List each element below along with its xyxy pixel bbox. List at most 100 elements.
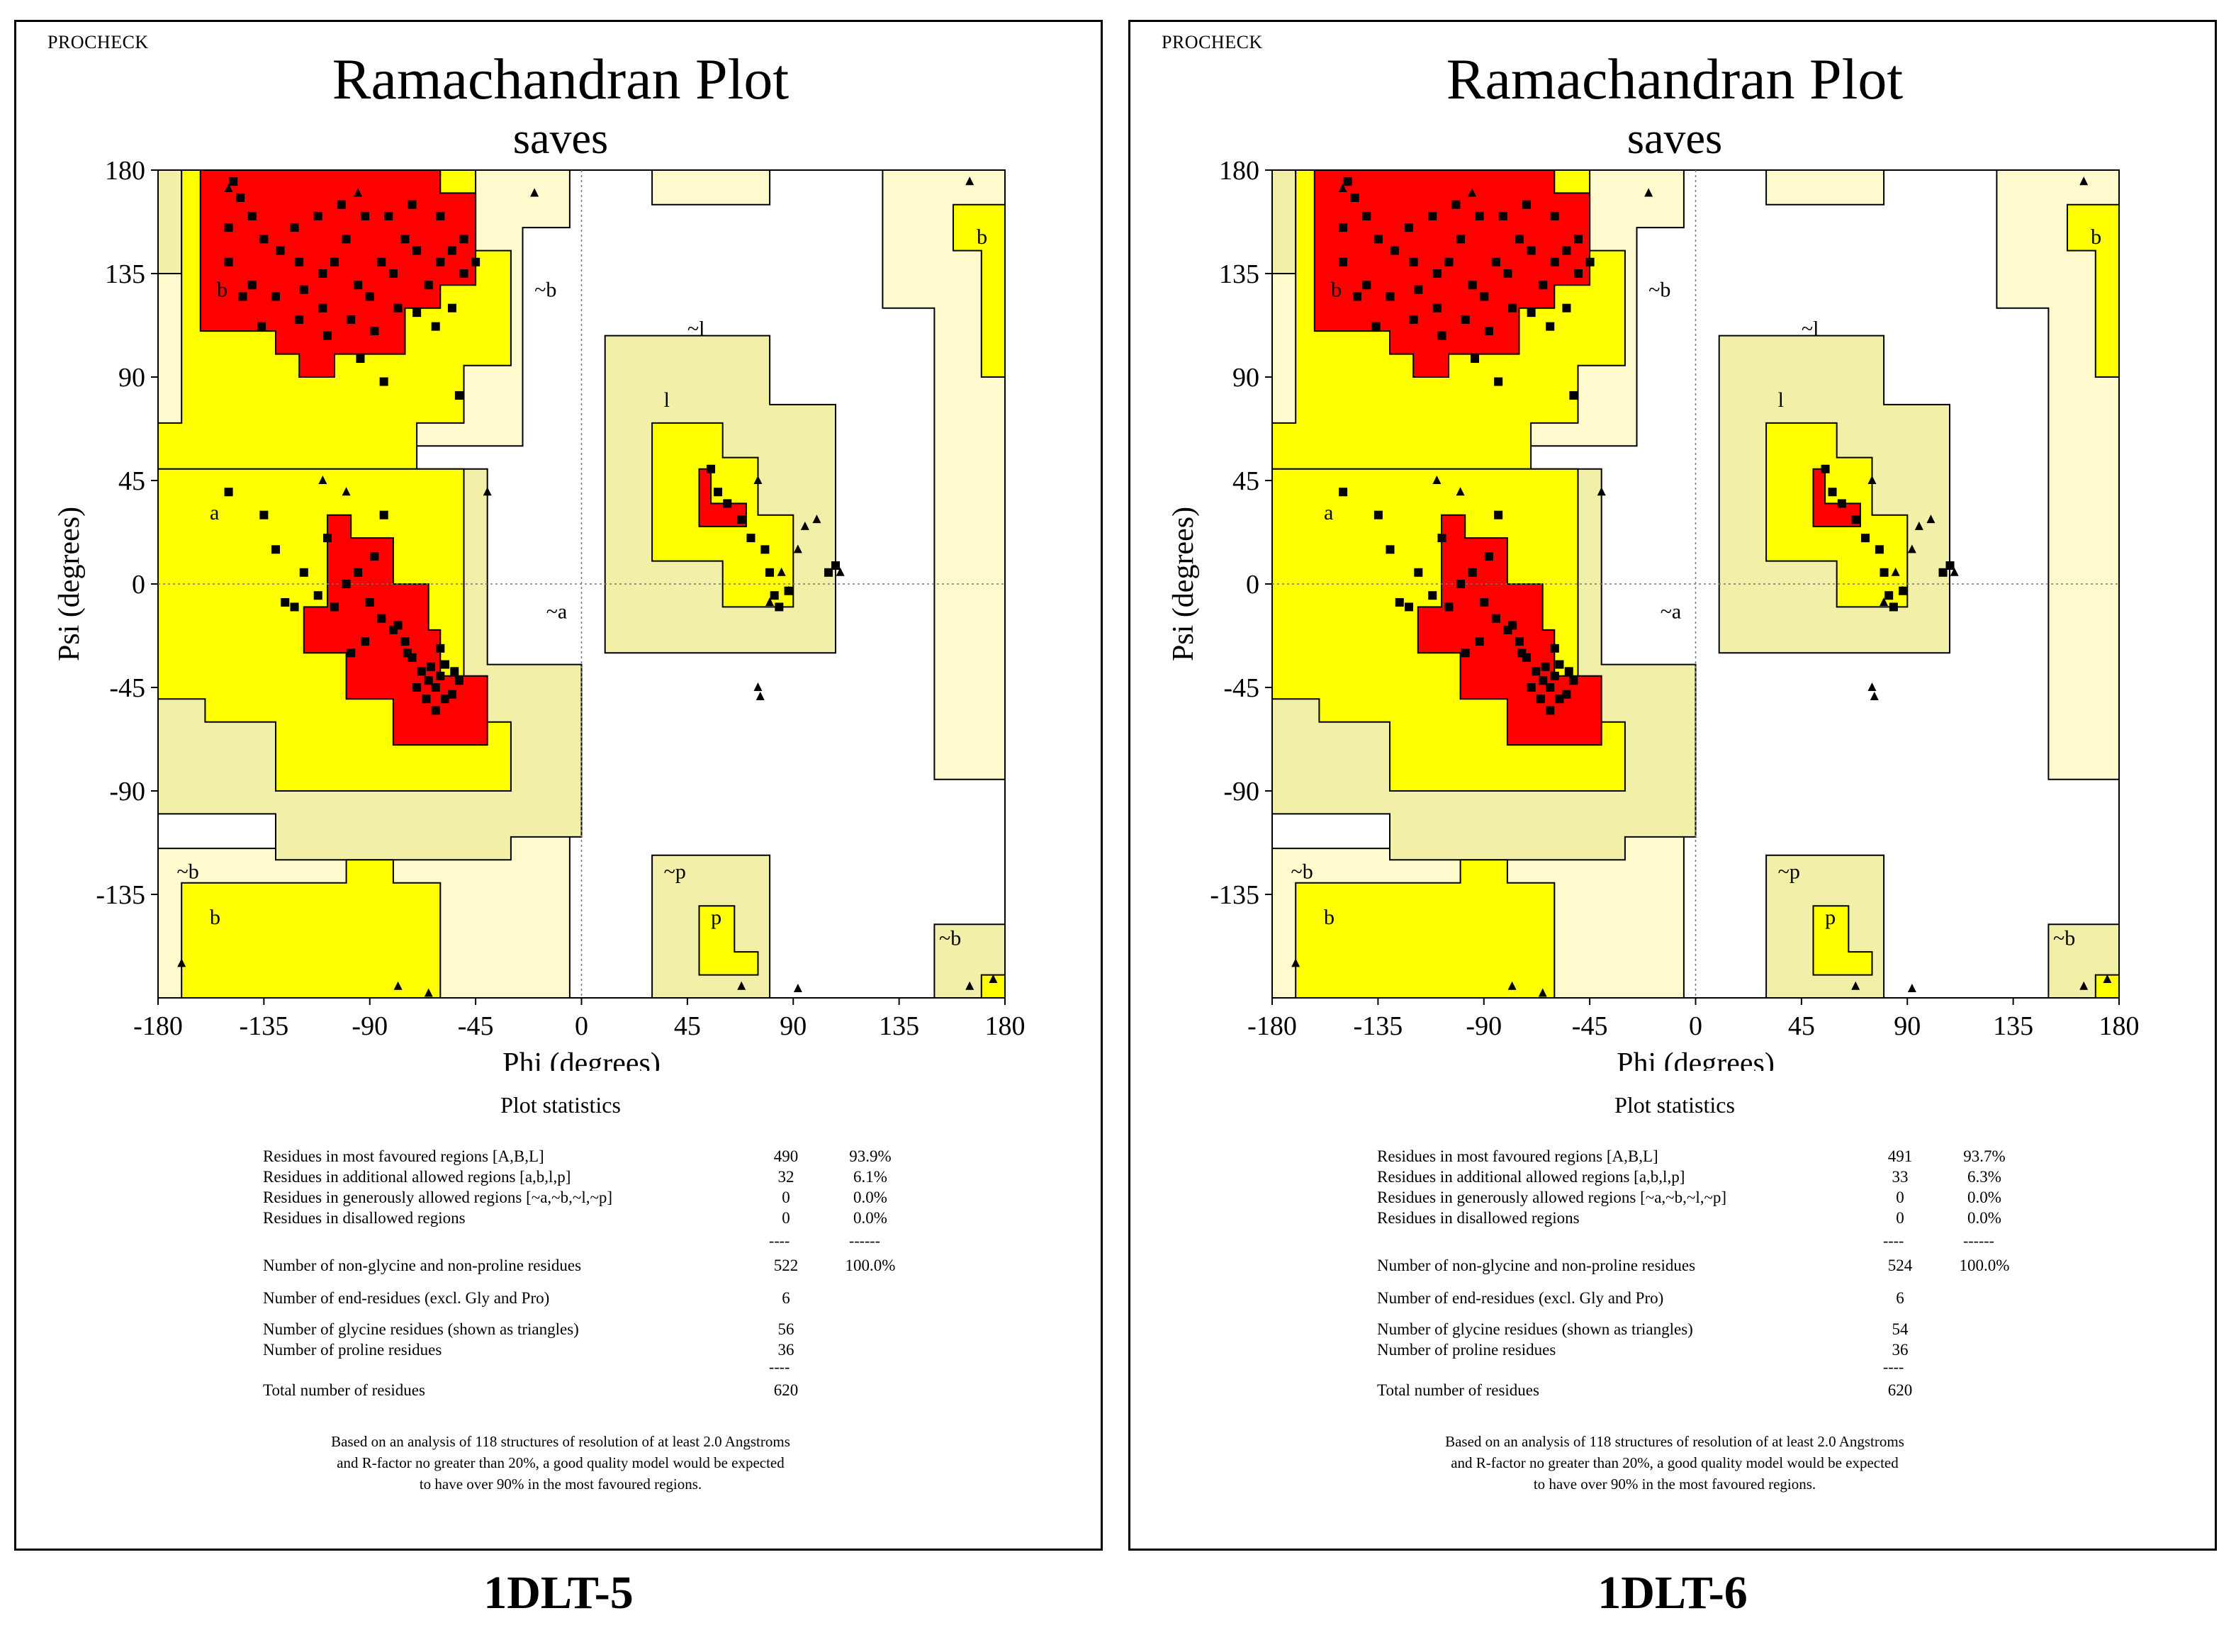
x-tick-label: 180: [2099, 1011, 2140, 1041]
glycine-triangle: [483, 487, 492, 496]
stat-row: Residues in additional allowed regions […: [16, 1168, 1105, 1189]
residue-square: [1562, 690, 1571, 699]
residue-square: [361, 637, 370, 646]
residue-square: [770, 591, 779, 600]
residue-square: [1569, 390, 1578, 400]
stat-percent: 100.0%: [1959, 1257, 2010, 1274]
residue-square: [1362, 281, 1371, 290]
stat-row: Number of non-glycine and non-proline re…: [1130, 1257, 2219, 1278]
residue-square: [1508, 303, 1517, 313]
residue-square: [229, 177, 238, 186]
stat-count: 32: [777, 1168, 794, 1186]
region-label: p: [711, 906, 721, 929]
residue-square: [1414, 285, 1423, 294]
residue-square: [1539, 676, 1548, 685]
stat-row: Number of end-residues (excl. Gly and Pr…: [1130, 1289, 2219, 1310]
x-tick-label: 0: [1689, 1011, 1702, 1041]
residue-square: [257, 322, 266, 331]
residue-square: [354, 568, 363, 577]
quality-note: Based on an analysis of 118 structures o…: [1130, 1431, 2219, 1495]
stat-count: 56: [777, 1320, 794, 1338]
residue-square: [276, 246, 285, 255]
x-tick-label: 180: [985, 1011, 1026, 1041]
residue-square: [1461, 648, 1470, 658]
glycine-triangle: [530, 188, 539, 197]
residue-square: [1555, 695, 1564, 704]
residue-square: [1409, 257, 1418, 266]
residue-square: [1480, 597, 1489, 607]
residue-square: [1574, 235, 1583, 244]
stat-label: Number of end-residues (excl. Gly and Pr…: [1377, 1289, 1664, 1307]
glycine-triangle: [2079, 176, 2089, 186]
stat-label: Number of glycine residues (shown as tri…: [1377, 1320, 1693, 1338]
y-axis-label: Psi (degrees): [1167, 507, 1200, 661]
residue-square: [1414, 568, 1423, 577]
stat-percent: 93.7%: [1963, 1147, 2006, 1165]
plot-subtitle: saves: [512, 115, 609, 163]
residue-square: [431, 706, 440, 715]
glycine-triangle: [1880, 597, 1889, 606]
residue-square: [318, 269, 327, 278]
residue-square: [1468, 568, 1477, 577]
residue-square: [459, 235, 468, 244]
stat-label: Residues in generously allowed regions […: [263, 1189, 613, 1206]
residue-square: [271, 292, 280, 301]
stat-row: Total number of residues 620: [16, 1381, 1105, 1403]
residue-square: [281, 597, 290, 607]
stat-count: 524: [1887, 1257, 1913, 1274]
residue-square: [1386, 545, 1395, 554]
residue-square: [746, 534, 755, 543]
residue-square: [459, 269, 468, 278]
stat-count: 6: [1896, 1289, 1904, 1307]
region-label: b: [1331, 278, 1342, 301]
residue-square: [1522, 200, 1531, 209]
plot-title: Ramachandran Plot: [1446, 47, 1904, 111]
stat-label: Number of glycine residues (shown as tri…: [263, 1320, 579, 1338]
x-tick-label: 0: [575, 1011, 588, 1041]
region-label: ~p: [664, 860, 686, 883]
residue-square: [1875, 545, 1884, 554]
residue-square: [1456, 235, 1466, 244]
residue-square: [377, 257, 386, 266]
stat-count: 522: [773, 1257, 799, 1274]
stat-label: Residues in disallowed regions: [1377, 1209, 1580, 1227]
y-tick-label: 45: [118, 466, 145, 496]
residue-square: [1508, 621, 1517, 630]
region-label: p: [1825, 906, 1836, 929]
stat-row: Total number of residues 620: [1130, 1381, 2219, 1403]
separator-dashes: ----: [769, 1232, 790, 1249]
residue-square: [412, 683, 422, 692]
glycine-triangle: [1914, 521, 1923, 530]
stat-label: Total number of residues: [263, 1381, 425, 1399]
y-tick-label: 135: [105, 259, 145, 289]
residue-square: [1432, 269, 1442, 278]
residue-square: [393, 621, 403, 630]
stat-row: Residues in most favoured regions [A,B,L…: [16, 1147, 1105, 1169]
region-core: [199, 169, 477, 378]
residue-square: [1468, 281, 1477, 290]
residue-square: [1851, 515, 1860, 524]
stat-row: Residues in disallowed regions 0 0.0%: [16, 1209, 1105, 1230]
stat-row: Number of end-residues (excl. Gly and Pr…: [16, 1289, 1105, 1310]
residue-square: [1527, 308, 1536, 318]
residue-square: [765, 568, 775, 577]
residue-square: [347, 648, 356, 658]
residue-square: [365, 292, 374, 301]
residue-square: [1536, 695, 1545, 704]
residue-square: [1837, 499, 1846, 508]
glycine-triangle: [1891, 567, 1900, 576]
stat-percent: 100.0%: [845, 1257, 896, 1274]
residue-square: [1515, 637, 1524, 646]
stat-row: Number of proline residues 36: [16, 1341, 1105, 1362]
residue-square: [824, 568, 833, 577]
glycine-triangle: [2103, 974, 2112, 984]
residue-square: [714, 488, 723, 497]
residue-square: [1585, 257, 1595, 266]
residue-square: [1541, 662, 1550, 671]
quality-note-line: Based on an analysis of 118 structures o…: [1445, 1433, 1904, 1450]
residue-square: [323, 534, 332, 543]
residue-square: [1373, 510, 1383, 519]
y-tick-label: -45: [1223, 673, 1259, 703]
stat-label: Residues in most favoured regions [A,B,L…: [1377, 1147, 1658, 1165]
residue-square: [775, 602, 784, 612]
